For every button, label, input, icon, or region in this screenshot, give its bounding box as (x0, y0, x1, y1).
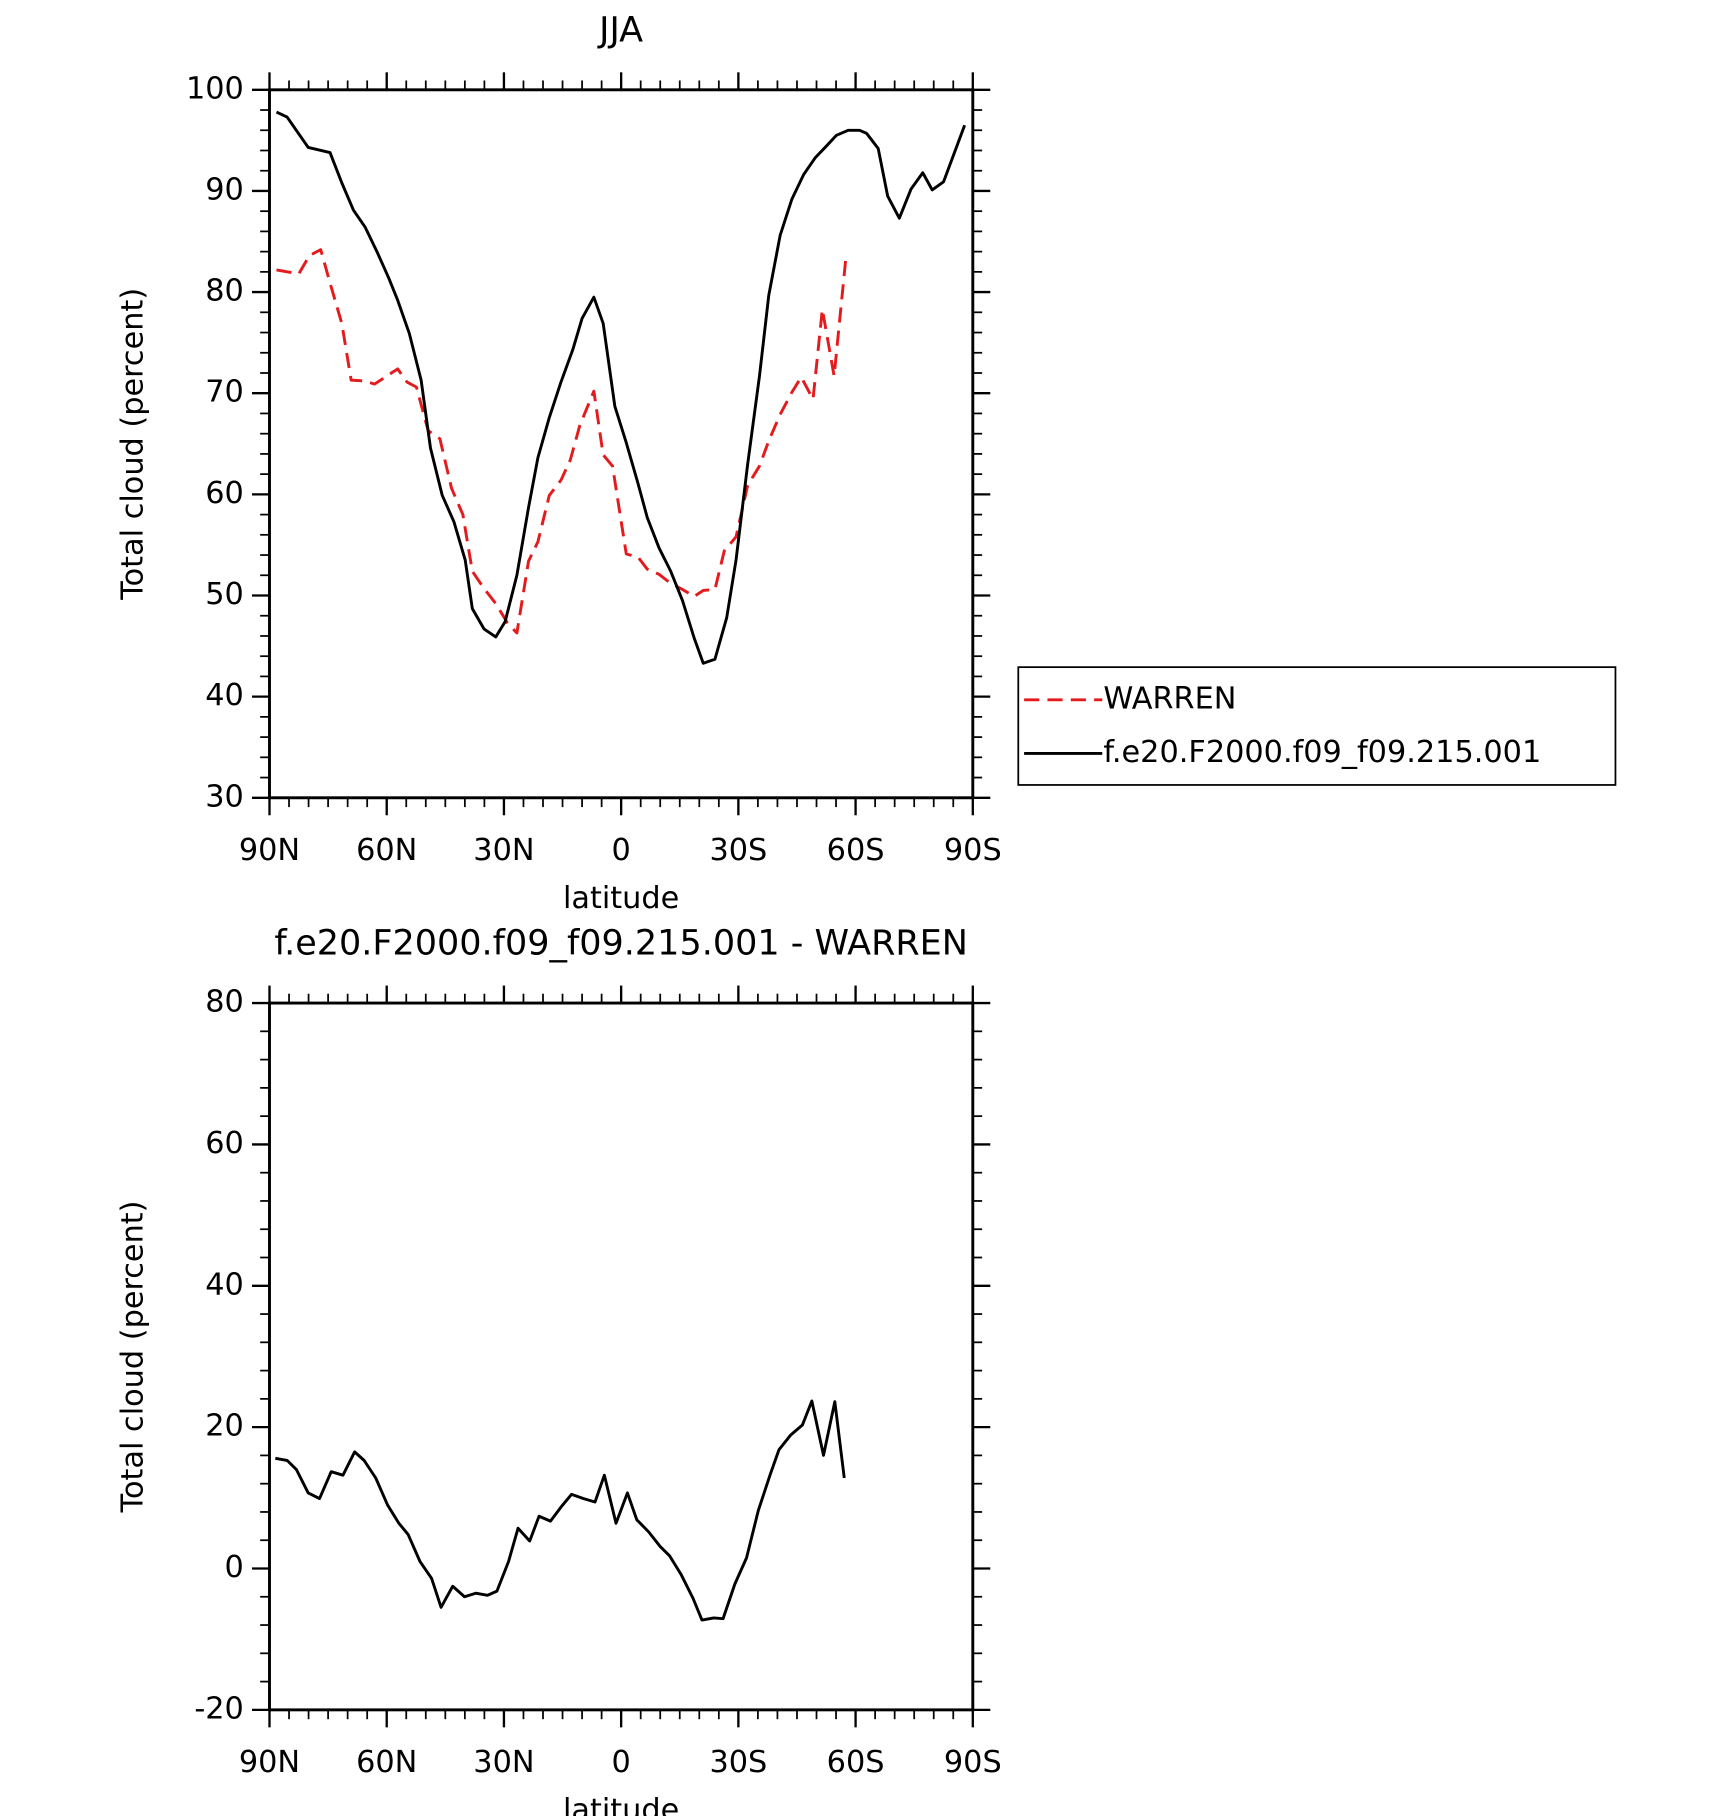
legend: WARREN f.e20.F2000.f09_f09.215.001 (1017, 666, 1617, 786)
legend-frame (1017, 666, 1617, 786)
x-tick-label: 60S (827, 1745, 885, 1780)
x-tick-label: 0 (611, 833, 630, 868)
y-tick-label: 60 (205, 476, 244, 511)
y-tick-label: 80 (205, 985, 244, 1020)
y-tick-label: -20 (194, 1691, 244, 1726)
chart-title: f.e20.F2000.f09_f09.215.001 - WARREN (274, 924, 968, 964)
y-tick-label: 80 (205, 274, 244, 309)
y-axis-label: Total cloud (percent) (116, 288, 151, 601)
legend-label: f.e20.F2000.f09_f09.215.001 (1103, 735, 1541, 770)
x-axis-label: latitude (563, 881, 679, 916)
y-tick-label: 60 (205, 1126, 244, 1161)
chart-title: JJA (597, 10, 643, 50)
x-tick-label: 60N (356, 1745, 417, 1780)
y-tick-label: 40 (205, 1267, 244, 1302)
y-tick-label: 20 (205, 1409, 244, 1444)
plot-frame (268, 88, 975, 800)
x-tick-label: 90S (944, 833, 1002, 868)
x-tick-label: 30N (473, 833, 534, 868)
y-tick-label: 0 (225, 1550, 244, 1585)
x-tick-label: 90N (239, 833, 300, 868)
plot: f.e20.F2000.f09_f09.215.001 - WARREN lati… (116, 924, 1002, 1820)
y-axis-label: Total cloud (percent) (116, 1201, 151, 1514)
y-tick-label: 90 (205, 172, 244, 207)
y-tick-label: 100 (186, 71, 244, 106)
y-tick-label: 50 (205, 577, 244, 612)
x-tick-label: 60N (356, 833, 417, 868)
x-tick-label: 60S (827, 833, 885, 868)
x-tick-label: 30S (709, 833, 767, 868)
x-tick-label: 30S (709, 1745, 767, 1780)
plot: JJA latitude Total cloud (percent) 30 40 50 60… (116, 10, 1617, 916)
data-line (275, 1399, 846, 1622)
x-tick-label: 90S (944, 1745, 1002, 1780)
x-axis-label: latitude (563, 1793, 679, 1816)
y-tick-label: 70 (205, 375, 244, 410)
data-line (276, 248, 848, 635)
data-line (275, 110, 967, 665)
plot-frame (268, 1001, 975, 1712)
x-tick-label: 90N (239, 1745, 300, 1780)
x-tick-label: 0 (611, 1745, 630, 1780)
y-tick-label: 30 (205, 779, 244, 814)
x-tick-label: 30N (473, 1745, 534, 1780)
y-tick-label: 40 (205, 678, 244, 713)
legend-label: WARREN (1103, 681, 1236, 716)
